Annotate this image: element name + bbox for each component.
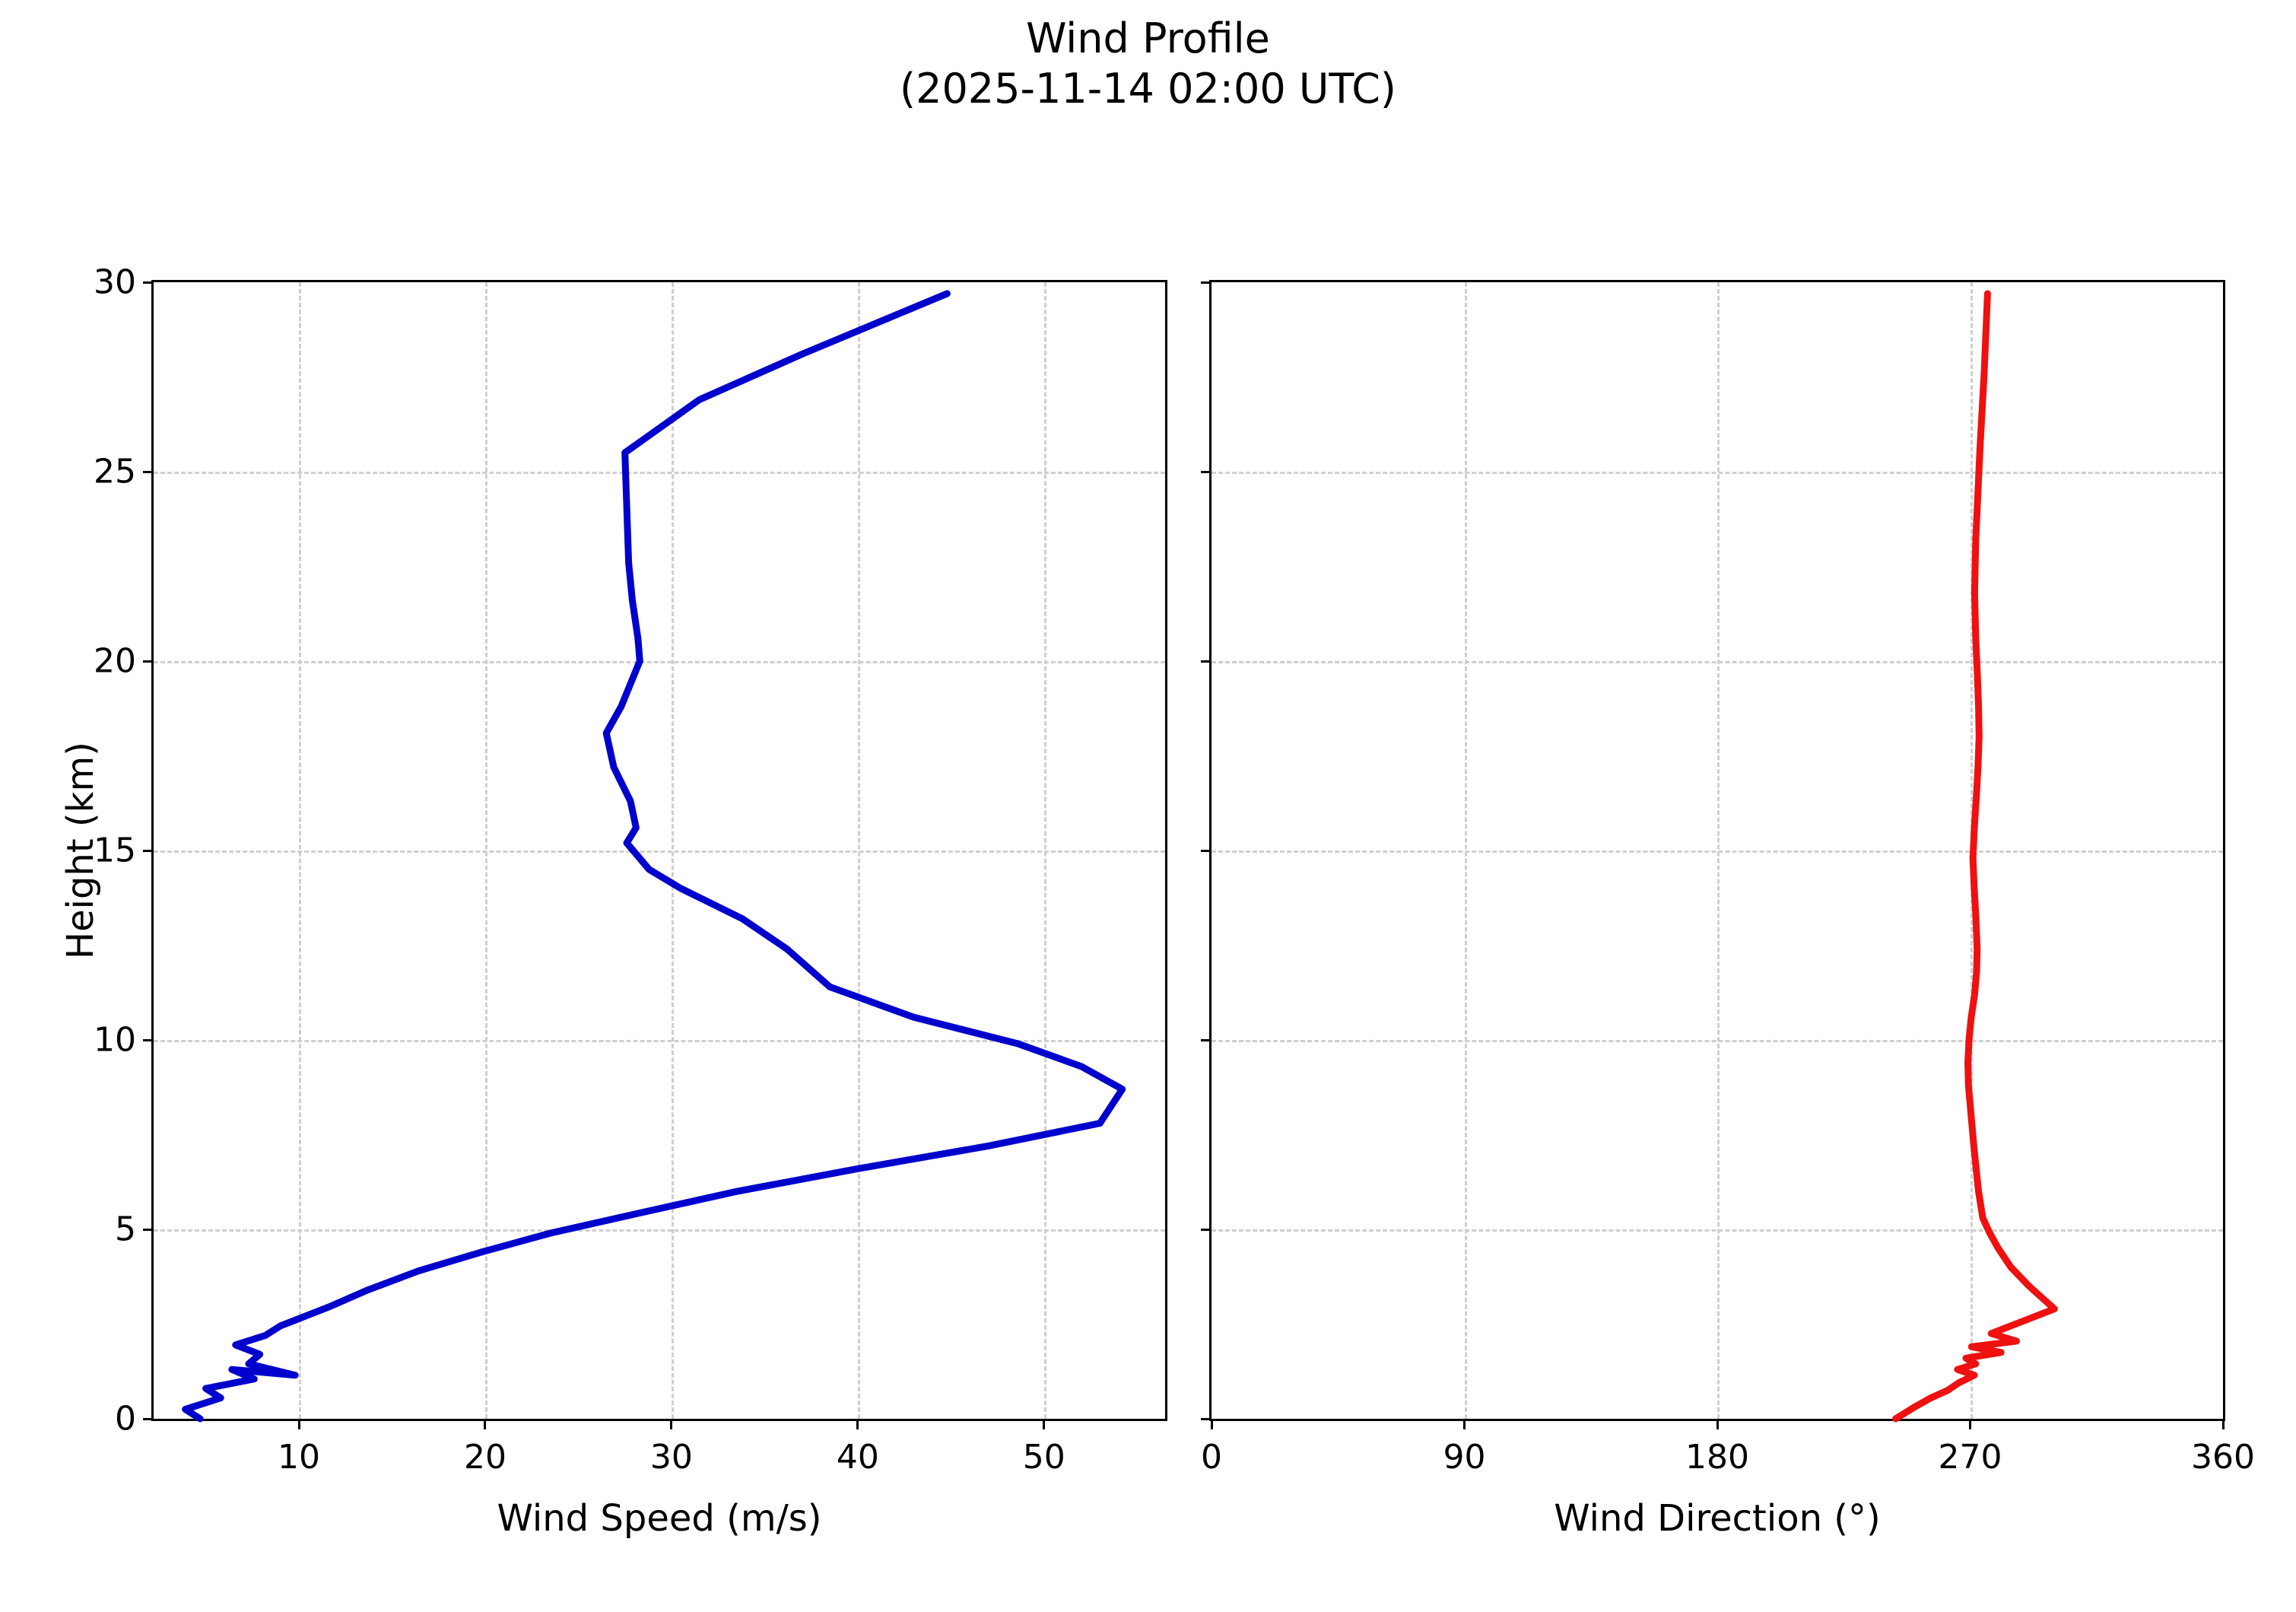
x-tick-label: 30 <box>649 1438 693 1477</box>
x-tick-label: 180 <box>1685 1438 1749 1477</box>
x-tick-label: 360 <box>2191 1438 2255 1477</box>
figure-title-line-2: (2025-11-14 02:00 UTC) <box>900 65 1396 113</box>
y-tick-mark <box>1201 660 1209 663</box>
wind-speed-line <box>186 294 1123 1419</box>
x-tick-mark <box>2221 1421 2225 1429</box>
x-tick-mark <box>1969 1421 1971 1429</box>
x-tick-mark <box>484 1421 487 1429</box>
x-tick-mark <box>1463 1421 1466 1429</box>
x-tick-label: 40 <box>836 1438 879 1477</box>
x-tick-mark <box>1716 1421 1719 1429</box>
x-tick-label: 20 <box>463 1438 507 1477</box>
y-tick-mark <box>1201 849 1209 852</box>
x-tick-mark <box>1043 1421 1046 1429</box>
height-y-axis-label: Height (km) <box>59 742 102 959</box>
y-tick-label: 10 <box>94 1020 136 1060</box>
figure-title-line-1: Wind Profile <box>1026 14 1270 62</box>
y-tick-mark <box>143 660 151 663</box>
x-tick-mark <box>1210 1421 1213 1429</box>
wind-direction-line <box>1896 294 2055 1419</box>
x-tick-mark <box>856 1421 859 1429</box>
y-tick-mark <box>143 849 151 852</box>
y-tick-mark <box>143 281 151 284</box>
y-tick-label: 30 <box>94 262 136 302</box>
wind-speed-axes <box>151 280 1167 1421</box>
y-tick-label: 15 <box>94 831 136 870</box>
y-tick-mark <box>1201 1228 1209 1231</box>
wind-speed-x-axis-label: Wind Speed (m/s) <box>497 1497 822 1540</box>
y-tick-label: 0 <box>115 1399 136 1439</box>
wind-speed-plot-area <box>154 282 1165 1419</box>
y-tick-label: 25 <box>94 452 136 491</box>
y-tick-label: 20 <box>94 641 136 681</box>
y-tick-mark <box>1201 1417 1209 1420</box>
x-tick-mark <box>670 1421 673 1429</box>
x-tick-label: 90 <box>1443 1438 1486 1477</box>
wind-direction-axes <box>1209 280 2225 1421</box>
figure-title: Wind Profile (2025-11-14 02:00 UTC) <box>0 14 2296 114</box>
wind-direction-x-axis-label: Wind Direction (°) <box>1554 1497 1881 1540</box>
x-tick-label: 50 <box>1022 1438 1065 1477</box>
y-tick-mark <box>1201 1038 1209 1041</box>
y-tick-mark <box>143 1417 151 1420</box>
y-tick-mark <box>143 1038 151 1041</box>
x-tick-mark <box>297 1421 300 1429</box>
y-tick-label: 5 <box>115 1210 136 1249</box>
wind-direction-plot-area <box>1212 282 2223 1419</box>
y-tick-mark <box>1201 281 1209 284</box>
x-tick-label: 0 <box>1201 1438 1222 1477</box>
x-tick-label: 270 <box>1938 1438 2002 1477</box>
y-tick-mark <box>143 1228 151 1231</box>
y-tick-mark <box>1201 470 1209 473</box>
x-tick-label: 10 <box>278 1438 321 1477</box>
y-tick-mark <box>143 470 151 473</box>
